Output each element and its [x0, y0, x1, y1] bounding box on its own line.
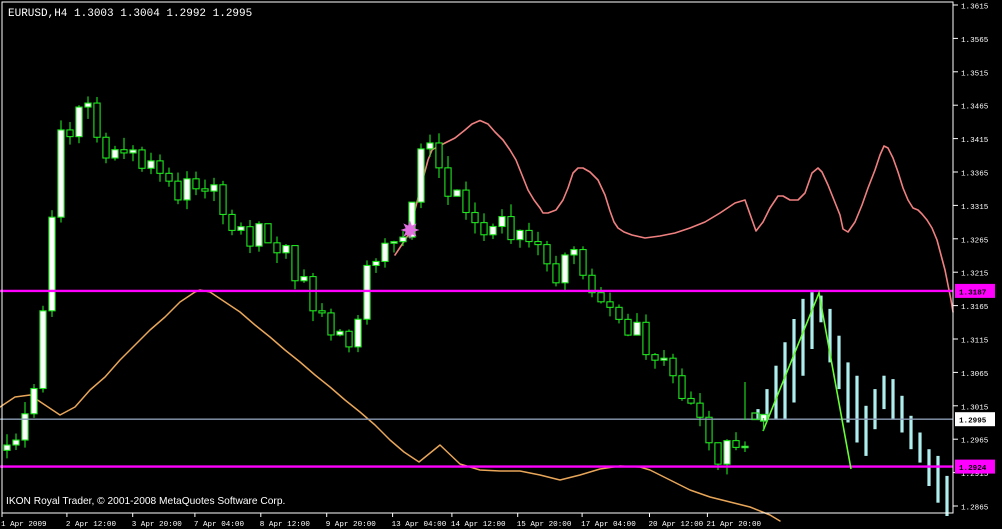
svg-text:1.2865: 1.2865 — [961, 505, 989, 513]
svg-text:7 Apr 04:00: 7 Apr 04:00 — [194, 521, 245, 529]
svg-text:1.2965: 1.2965 — [961, 438, 989, 446]
svg-text:1.3365: 1.3365 — [961, 171, 989, 179]
svg-text:17 Apr 04:00: 17 Apr 04:00 — [581, 521, 636, 529]
svg-text:1.3515: 1.3515 — [961, 70, 989, 78]
svg-text:IKON Royal Trader, © 2001-2008: IKON Royal Trader, © 2001-2008 MetaQuote… — [6, 496, 285, 507]
svg-text:13 Apr 04:00: 13 Apr 04:00 — [392, 521, 447, 529]
svg-text:1 Apr 2009: 1 Apr 2009 — [1, 521, 47, 529]
svg-text:1.3265: 1.3265 — [961, 237, 989, 245]
svg-text:20 Apr 12:00: 20 Apr 12:00 — [649, 521, 704, 529]
svg-text:1.3115: 1.3115 — [961, 338, 989, 346]
svg-text:1.3315: 1.3315 — [961, 204, 989, 212]
svg-text:15 Apr 20:00: 15 Apr 20:00 — [517, 521, 572, 529]
svg-text:1.3465: 1.3465 — [961, 104, 989, 112]
svg-text:1.3187: 1.3187 — [959, 289, 987, 297]
svg-text:EURUSD,H4 1.3003 1.3004 1.299: EURUSD,H4 1.3003 1.3004 1.2992 1.2995 — [8, 8, 252, 20]
svg-text:1.3415: 1.3415 — [961, 137, 989, 145]
svg-text:1.3615: 1.3615 — [961, 4, 989, 12]
svg-text:1.3065: 1.3065 — [961, 371, 989, 379]
svg-text:21 Apr 20:00: 21 Apr 20:00 — [706, 521, 761, 529]
svg-text:8 Apr 12:00: 8 Apr 12:00 — [260, 521, 311, 529]
svg-text:1.3215: 1.3215 — [961, 271, 989, 279]
svg-text:1.2995: 1.2995 — [959, 418, 987, 426]
svg-text:1.2924: 1.2924 — [959, 465, 987, 473]
svg-text:3 Apr 20:00: 3 Apr 20:00 — [132, 521, 183, 529]
svg-text:9 Apr 20:00: 9 Apr 20:00 — [326, 521, 377, 529]
svg-text:1.3565: 1.3565 — [961, 37, 989, 45]
svg-text:1.3015: 1.3015 — [961, 404, 989, 412]
svg-text:2 Apr 12:00: 2 Apr 12:00 — [66, 521, 117, 529]
svg-text:14 Apr 12:00: 14 Apr 12:00 — [451, 521, 506, 529]
svg-text:1.3165: 1.3165 — [961, 304, 989, 312]
